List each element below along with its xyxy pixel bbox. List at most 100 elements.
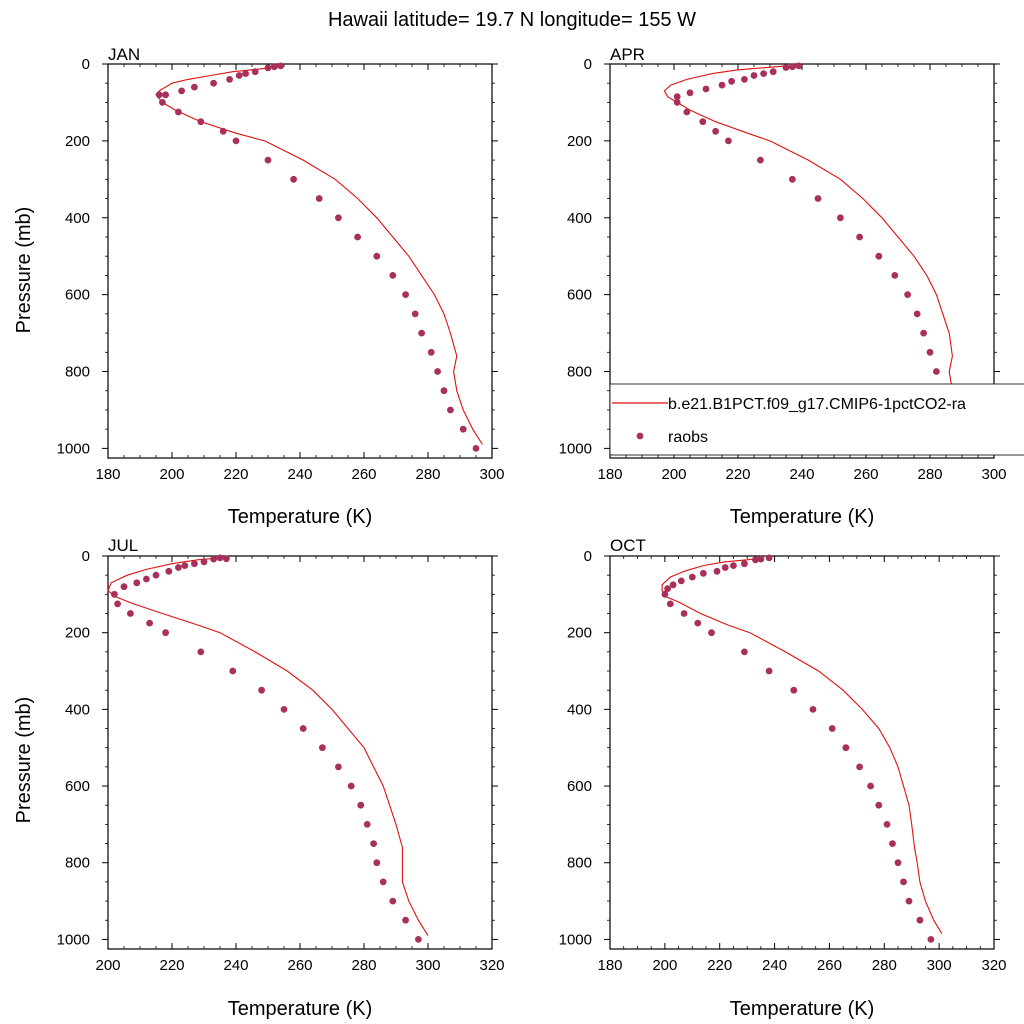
raobs-point <box>379 878 387 886</box>
raobs-point <box>335 214 342 222</box>
raobs-point <box>335 763 342 771</box>
raobs-point <box>728 77 735 85</box>
y-tick-label: 1000 <box>559 931 592 948</box>
raobs-point <box>178 87 186 95</box>
x-tick-label: 300 <box>479 466 504 483</box>
raobs-point <box>916 916 924 924</box>
figure-title: Hawaii latitude= 19.7 N longitude= 155 W <box>328 9 696 31</box>
raobs-point <box>926 348 934 356</box>
raobs-point <box>725 137 732 145</box>
raobs-point <box>191 560 198 568</box>
raobs-point <box>120 583 128 591</box>
raobs-point <box>197 118 205 126</box>
axis-ticks <box>604 555 1000 949</box>
raobs-point <box>664 585 671 592</box>
x-tick-label: 320 <box>981 957 1006 974</box>
raobs-point <box>235 72 243 79</box>
raobs-point <box>809 706 817 713</box>
raobs-point <box>459 425 467 433</box>
raobs-point <box>661 590 669 598</box>
y-tick-label: 600 <box>65 287 90 304</box>
plot-frame <box>609 555 995 950</box>
raobs-point <box>418 329 425 337</box>
y-tick-label: 0 <box>584 56 592 73</box>
legend-obs-label: raobs <box>668 429 708 446</box>
x-tick-label: 220 <box>159 957 184 974</box>
raobs-point <box>354 233 361 241</box>
raobs-point <box>769 68 777 76</box>
panel-title: JAN <box>108 45 140 64</box>
y-tick-label: 0 <box>82 548 90 565</box>
y-tick-label: 400 <box>65 210 90 227</box>
x-tick-label: 180 <box>95 466 120 483</box>
x-tick-label: 300 <box>415 957 440 974</box>
tick-labels: 180 200 220 240 260 280 300 0 200 400 600 800 1000 <box>57 56 505 483</box>
raobs-point <box>319 744 326 752</box>
raobs-point <box>363 821 371 828</box>
raobs-point <box>927 936 935 943</box>
raobs-point <box>277 62 285 70</box>
raobs-point <box>162 629 170 637</box>
y-tick-label: 1000 <box>559 440 592 457</box>
x-tick-label: 260 <box>853 466 878 483</box>
raobs-point <box>472 445 480 452</box>
raobs-point <box>875 801 883 809</box>
raobs-point <box>904 291 911 298</box>
x-tick-label: 200 <box>159 466 184 483</box>
raobs-point <box>146 619 154 627</box>
raobs-point <box>133 579 141 587</box>
raobs-point <box>264 156 272 164</box>
plot-data <box>107 554 429 943</box>
tick-labels: 180 200 220 240 260 280 300 0 200 400 600 800 1000 <box>559 56 1007 483</box>
raobs-point <box>440 387 448 395</box>
x-tick-label: 260 <box>287 957 312 974</box>
x-tick-label: 220 <box>707 957 732 974</box>
raobs-point <box>765 554 773 562</box>
panel-title: APR <box>610 45 645 64</box>
raobs-point <box>143 575 150 583</box>
x-axis-label: Temperature (K) <box>228 998 373 1020</box>
raobs-point <box>175 108 182 116</box>
raobs-point <box>232 137 240 145</box>
raobs-point <box>883 821 891 828</box>
x-tick-label: 240 <box>789 466 814 483</box>
raobs-point <box>702 85 710 93</box>
raobs-point <box>856 763 863 771</box>
y-tick-label: 800 <box>567 364 592 381</box>
x-tick-label: 260 <box>351 466 376 483</box>
raobs-point <box>223 555 230 563</box>
x-tick-label: 280 <box>917 466 942 483</box>
y-axis-label: Pressure (mb) <box>13 697 35 824</box>
x-tick-label: 200 <box>95 957 120 974</box>
raobs-point <box>875 252 883 260</box>
x-tick-label: 240 <box>762 957 787 974</box>
raobs-point <box>219 127 227 135</box>
raobs-point <box>370 840 377 847</box>
tick-labels: 180 200 220 240 260 280 300 320 0 200 400 600 800 100… <box>559 548 1007 974</box>
raobs-point <box>757 555 765 563</box>
raobs-point <box>905 897 913 905</box>
raobs-point <box>162 91 170 99</box>
y-tick-label: 400 <box>567 701 592 718</box>
raobs-point <box>181 562 189 569</box>
raobs-point <box>258 686 265 694</box>
raobs-point <box>251 68 259 76</box>
x-tick-label: 260 <box>817 957 842 974</box>
x-tick-label: 220 <box>725 466 750 483</box>
raobs-point <box>210 555 218 563</box>
plot-data <box>663 62 985 452</box>
panel-jul: 200 220 240 260 280 300 320 0 200 400 600 800 1000 J… <box>13 536 505 1020</box>
raobs-point <box>197 648 205 656</box>
legend-marker-swatch <box>636 432 644 440</box>
model-profile-line <box>107 557 429 936</box>
x-tick-label: 320 <box>479 957 504 974</box>
raobs-point <box>191 83 198 91</box>
x-axis-label: Temperature (K) <box>730 506 875 528</box>
raobs-point <box>677 577 685 585</box>
raobs-point <box>891 272 899 279</box>
raobs-point <box>159 99 166 106</box>
x-tick-label: 200 <box>652 957 677 974</box>
raobs-point <box>175 564 182 571</box>
raobs-point <box>673 99 681 106</box>
